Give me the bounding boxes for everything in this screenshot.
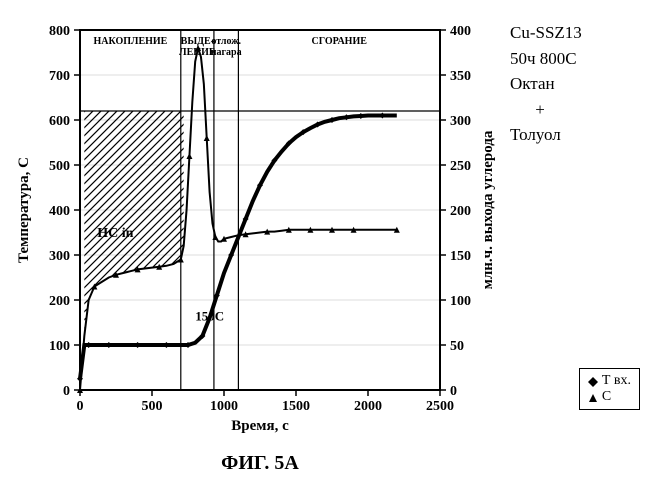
svg-text:800: 800 [49,24,70,39]
svg-text:НС in: НС in [97,226,133,241]
legend-item-carbon: C [588,389,631,405]
svg-text:200: 200 [450,204,471,219]
side-line-2: 50ч 800C [510,46,645,72]
svg-text:300: 300 [450,114,471,129]
svg-text:500: 500 [142,399,163,414]
legend-item-temperature: Т вх. [588,373,631,389]
svg-text:1000: 1000 [210,399,238,414]
svg-text:600: 600 [49,114,70,129]
svg-text:50: 50 [450,339,464,354]
side-line-1: Cu-SSZ13 [510,20,645,46]
plot-svg: НАКОПЛЕНИЕВЫДЕ-ЛЕНИЕотлож.нагараСГОРАНИЕ… [10,10,510,450]
svg-text:Температура, С: Температура, С [16,157,32,263]
side-line-5: Толуол [510,122,645,148]
svg-text:2500: 2500 [426,399,454,414]
svg-text:350: 350 [450,69,471,84]
chart: НАКОПЛЕНИЕВЫДЕ-ЛЕНИЕотлож.нагараСГОРАНИЕ… [10,10,510,450]
side-line-3: Октан [510,71,645,97]
svg-text:700: 700 [49,69,70,84]
svg-text:200: 200 [49,294,70,309]
svg-text:300: 300 [49,249,70,264]
svg-text:100: 100 [49,339,70,354]
figure-caption: ФИГ. 5А [10,452,510,475]
svg-text:отлож.: отлож. [211,36,241,47]
svg-text:млн.ч. выхода углерода: млн.ч. выхода углерода [480,130,496,289]
svg-text:1500: 1500 [282,399,310,414]
legend-label-2: C [602,389,611,405]
svg-text:400: 400 [49,204,70,219]
svg-text:ВЫДЕ-: ВЫДЕ- [181,36,214,47]
svg-text:Время, с: Время, с [231,418,289,434]
triangle-icon [588,392,598,402]
svg-text:0: 0 [450,384,457,399]
legend-label-1: Т вх. [602,373,631,389]
svg-text:нагара: нагара [211,47,242,58]
svg-text:400: 400 [450,24,471,39]
svg-text:150: 150 [450,249,471,264]
svg-text:2000: 2000 [354,399,382,414]
legend: Т вх. C [579,368,640,410]
svg-text:СГОРАНИЕ: СГОРАНИЕ [312,36,368,47]
svg-text:100: 100 [450,294,471,309]
svg-text:0: 0 [63,384,70,399]
svg-text:НАКОПЛЕНИЕ: НАКОПЛЕНИЕ [93,36,167,47]
side-line-4: + [510,97,570,123]
svg-text:250: 250 [450,159,471,174]
svg-text:0: 0 [77,399,84,414]
svg-text:150С: 150С [195,308,224,323]
diamond-icon [588,376,598,386]
svg-text:500: 500 [49,159,70,174]
